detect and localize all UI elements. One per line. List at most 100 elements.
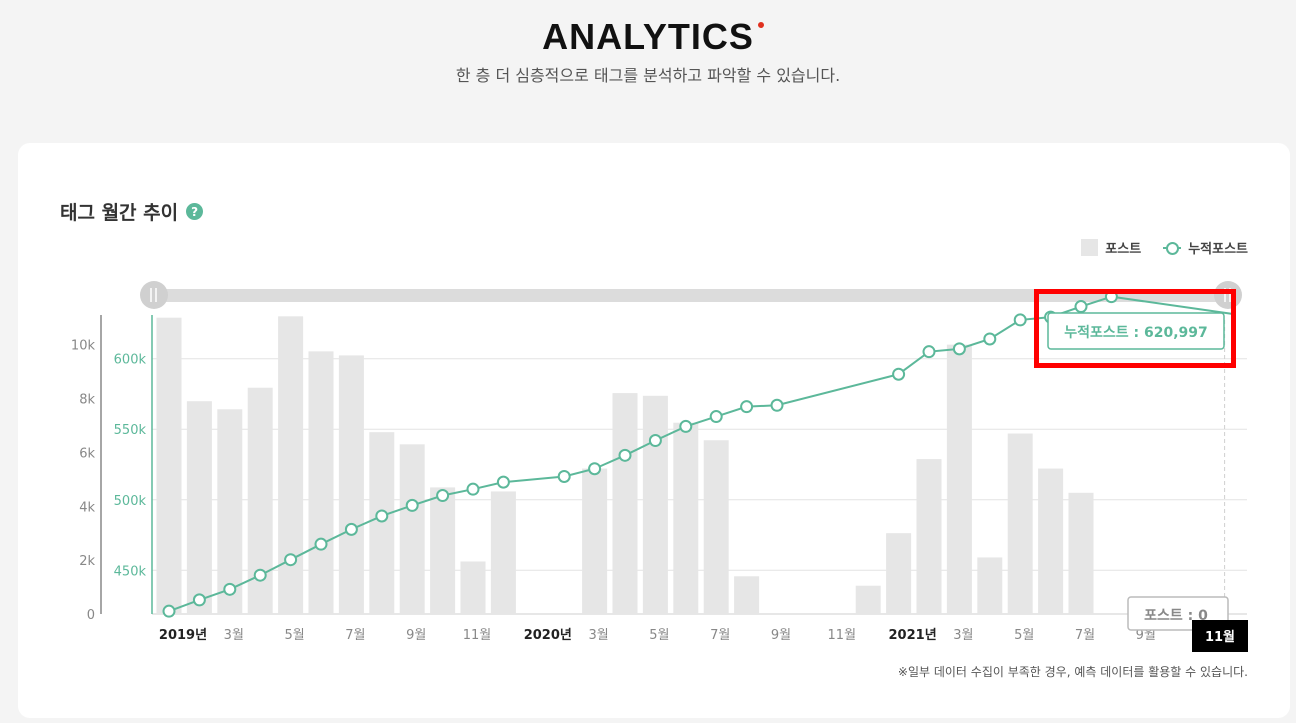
range-slider-left-handle[interactable]	[140, 281, 168, 309]
cumulative-point[interactable]	[588, 462, 602, 476]
y-left-tick-label: 0	[87, 608, 95, 623]
cumulative-line	[168, 295, 1112, 613]
x-tick-label: 9월	[406, 628, 426, 643]
chart-bar[interactable]	[490, 491, 516, 614]
page-title-text: ANALYTICS	[542, 16, 754, 57]
x-tick-label: 3월	[224, 628, 244, 643]
cumulative-point[interactable]	[557, 469, 571, 483]
chart-bar[interactable]	[946, 344, 972, 614]
cumulative-point[interactable]	[405, 498, 419, 512]
chart-bar[interactable]	[1038, 468, 1064, 614]
cumulative-point[interactable]	[344, 522, 358, 536]
range-slider-track[interactable]	[152, 289, 1230, 302]
tooltip-cumulative-box	[1047, 312, 1225, 350]
cumulative-point[interactable]	[496, 475, 510, 489]
chart-bar[interactable]	[977, 557, 1003, 614]
x-tick-label: 7월	[345, 628, 365, 643]
chart-legend: 포스트 누적포스트	[1081, 238, 1248, 257]
help-icon[interactable]: ?	[186, 203, 204, 220]
y-right-tick-label: 600k	[114, 353, 147, 368]
chart-bar[interactable]	[369, 432, 395, 614]
chart-bar[interactable]	[308, 351, 334, 614]
cumulative-point[interactable]	[223, 582, 237, 596]
page-subtitle: 한 층 더 심층적으로 태그를 분석하고 파악할 수 있습니다.	[455, 66, 841, 85]
cumulative-point[interactable]	[1074, 300, 1088, 314]
cumulative-point[interactable]	[192, 593, 206, 607]
cumulative-point[interactable]	[466, 482, 480, 496]
x-tick-label: 2021년	[889, 628, 937, 643]
chart-bar[interactable]	[1068, 492, 1094, 614]
legend-label-cumulative: 누적포스트	[1188, 242, 1248, 257]
cumulative-point[interactable]	[253, 568, 267, 582]
cumulative-point[interactable]	[770, 398, 784, 412]
card-title: 태그 월간 추이 ?	[60, 198, 204, 225]
cumulative-point[interactable]	[375, 509, 389, 523]
x-tick-label: 9월	[771, 628, 791, 643]
x-tick-label: 9월	[1136, 628, 1156, 643]
x-tick-label: 2019년	[159, 628, 207, 643]
x-tick-label: 3월	[588, 628, 608, 643]
x-tick-label: 5월	[1014, 628, 1034, 643]
legend-item-cumulative[interactable]: 누적포스트	[1163, 238, 1248, 257]
chart-bar[interactable]	[399, 444, 425, 614]
chart-bar[interactable]	[855, 585, 881, 614]
cumulative-point[interactable]	[983, 332, 997, 346]
cumulative-point[interactable]	[952, 342, 966, 356]
cumulative-point[interactable]	[709, 410, 723, 424]
y-left-tick-label: 2k	[79, 554, 95, 569]
chart-bar[interactable]	[156, 317, 182, 614]
y-left-tick-label: 8k	[79, 393, 95, 408]
chart-bar[interactable]	[430, 487, 456, 614]
cumulative-point[interactable]	[314, 537, 328, 551]
selected-month-label: 11월	[1205, 629, 1235, 645]
cumulative-point[interactable]	[679, 419, 693, 433]
x-tick-label: 11월	[463, 628, 492, 643]
cumulative-point[interactable]	[618, 448, 632, 462]
y-left-tick-label: 10k	[71, 339, 96, 354]
chart-bar[interactable]	[673, 422, 699, 614]
y-left-tick-label: 4k	[79, 500, 95, 515]
y-right-tick-label: 550k	[114, 423, 147, 438]
x-tick-label: 7월	[1075, 628, 1095, 643]
chart-footnote: ※일부 데이터 수집이 부족한 경우, 예측 데이터를 활용할 수 있습니다.	[897, 665, 1248, 679]
page-header: ANALYTICS 한 층 더 심층적으로 태그를 분석하고 파악할 수 있습니…	[0, 16, 1296, 86]
x-tick-label: 11월	[828, 628, 857, 643]
cumulative-point[interactable]	[892, 367, 906, 381]
chart-bar[interactable]	[886, 533, 912, 614]
chart-bar[interactable]	[916, 459, 942, 614]
legend-bar-swatch-icon	[1081, 239, 1099, 256]
cumulative-point[interactable]	[1013, 313, 1027, 327]
x-tick-label: 2020년	[524, 628, 572, 643]
chart-bar[interactable]	[1007, 433, 1033, 614]
card-title-text: 태그 월간 추이	[60, 202, 179, 224]
chart-bar[interactable]	[703, 440, 729, 614]
y-left-tick-label: 6k	[79, 446, 95, 461]
y-right-tick-label: 500k	[114, 494, 147, 509]
chart-bar[interactable]	[186, 401, 212, 614]
x-tick-label: 3월	[953, 628, 973, 643]
chart-bar[interactable]	[460, 561, 486, 614]
chart-bar[interactable]	[582, 468, 608, 614]
selected-month-badge	[1192, 620, 1248, 652]
cumulative-point[interactable]	[436, 489, 450, 503]
cumulative-point[interactable]	[740, 400, 754, 414]
range-slider-right-handle[interactable]	[1214, 281, 1242, 309]
title-dot-icon	[757, 22, 764, 28]
cumulative-point[interactable]	[1104, 290, 1118, 304]
tooltip-cumulative-text: 누적포스트 : 620,997	[1064, 324, 1208, 341]
cumulative-point[interactable]	[162, 604, 176, 618]
legend-label-posts: 포스트	[1105, 242, 1142, 257]
page-title: ANALYTICS	[542, 16, 764, 58]
chart-bar[interactable]	[642, 395, 668, 614]
chart-bar[interactable]	[734, 576, 760, 614]
x-tick-label: 5월	[284, 628, 304, 643]
cumulative-point[interactable]	[648, 434, 662, 448]
cumulative-point[interactable]	[284, 553, 298, 567]
chart-bar[interactable]	[338, 355, 364, 614]
cumulative-point[interactable]	[922, 345, 936, 359]
chart-bar[interactable]	[278, 316, 304, 614]
x-tick-label: 5월	[649, 628, 669, 643]
legend-item-posts[interactable]: 포스트	[1081, 238, 1141, 257]
chart-bar[interactable]	[612, 393, 638, 614]
chart-bar[interactable]	[217, 409, 243, 614]
